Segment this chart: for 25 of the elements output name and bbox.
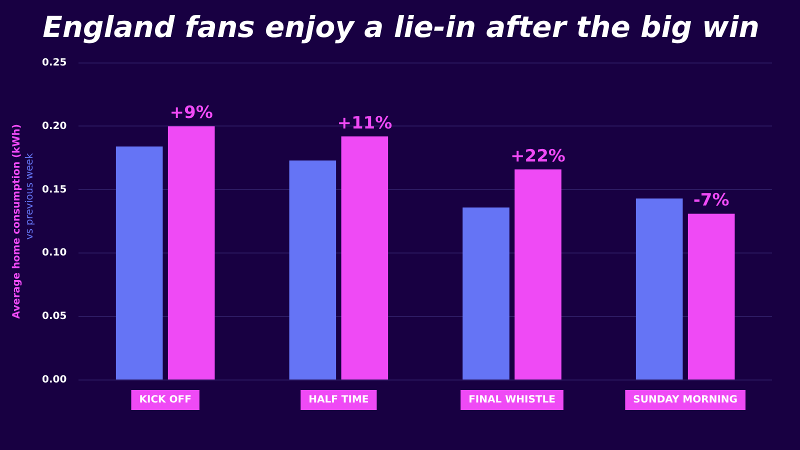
y-tick-label: 0.15 bbox=[42, 184, 67, 196]
bar bbox=[636, 198, 683, 380]
annotation: +9% bbox=[170, 103, 213, 124]
bar bbox=[289, 160, 336, 380]
annotation: +22% bbox=[510, 146, 566, 166]
y-tick-label: 0.20 bbox=[42, 120, 67, 132]
x-tick-label: HALF TIME bbox=[308, 394, 369, 406]
x-tick-label: SUNDAY MORNING bbox=[633, 394, 738, 406]
bar bbox=[514, 169, 562, 380]
chart-title: England fans enjoy a lie-in after the big win bbox=[42, 10, 760, 44]
bar bbox=[168, 126, 215, 380]
y-tick-label: 0.00 bbox=[42, 374, 67, 386]
y-tick-label: 0.10 bbox=[42, 248, 67, 259]
x-tick-label: FINAL WHISTLE bbox=[468, 394, 556, 406]
annotation: -7% bbox=[693, 190, 730, 211]
bar bbox=[462, 207, 510, 380]
bar bbox=[116, 146, 163, 380]
y-axis-title: Average home consumption (kWh) bbox=[12, 124, 23, 319]
bar bbox=[688, 214, 735, 380]
x-tick-label: KICK OFF bbox=[139, 394, 192, 406]
bar bbox=[341, 136, 388, 380]
text: vs previous week bbox=[24, 152, 36, 240]
annotation: +11% bbox=[337, 113, 392, 134]
y-tick-label: 0.25 bbox=[42, 57, 67, 68]
y-tick-label: 0.05 bbox=[42, 311, 67, 322]
